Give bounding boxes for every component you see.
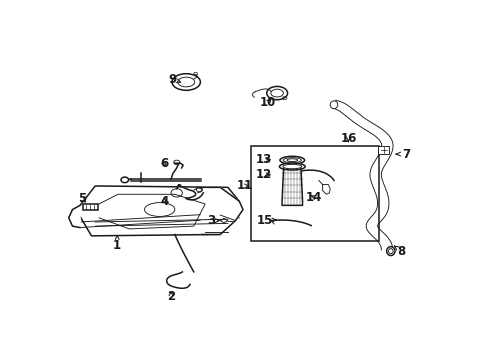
Text: 12: 12	[255, 168, 271, 181]
Ellipse shape	[386, 247, 394, 256]
Ellipse shape	[286, 159, 297, 162]
Polygon shape	[282, 168, 302, 205]
Text: 16: 16	[340, 132, 356, 145]
Ellipse shape	[279, 163, 305, 170]
Text: 4: 4	[160, 195, 168, 208]
Text: 2: 2	[166, 290, 175, 303]
Text: 9: 9	[168, 73, 180, 86]
Polygon shape	[80, 186, 239, 236]
Ellipse shape	[266, 86, 287, 100]
Ellipse shape	[280, 156, 304, 164]
Ellipse shape	[177, 77, 194, 87]
Text: 11: 11	[236, 179, 252, 193]
Polygon shape	[332, 100, 392, 250]
Text: 3: 3	[206, 214, 219, 227]
Text: 8: 8	[394, 244, 405, 258]
Circle shape	[121, 177, 128, 183]
Ellipse shape	[270, 89, 283, 97]
Ellipse shape	[172, 74, 200, 90]
Bar	[377, 146, 388, 154]
Text: 5: 5	[78, 193, 86, 206]
Text: 13: 13	[255, 153, 271, 166]
Polygon shape	[322, 185, 329, 194]
Text: 14: 14	[305, 190, 322, 203]
Polygon shape	[201, 187, 243, 234]
Text: 15: 15	[256, 214, 276, 227]
Text: 1: 1	[113, 235, 121, 252]
Bar	[250, 146, 379, 242]
Text: 7: 7	[395, 148, 409, 161]
Text: 6: 6	[160, 157, 168, 170]
Text: 10: 10	[259, 96, 275, 109]
Ellipse shape	[283, 158, 301, 163]
Ellipse shape	[329, 101, 337, 109]
Ellipse shape	[282, 164, 301, 169]
FancyBboxPatch shape	[82, 204, 98, 210]
Polygon shape	[68, 205, 80, 228]
